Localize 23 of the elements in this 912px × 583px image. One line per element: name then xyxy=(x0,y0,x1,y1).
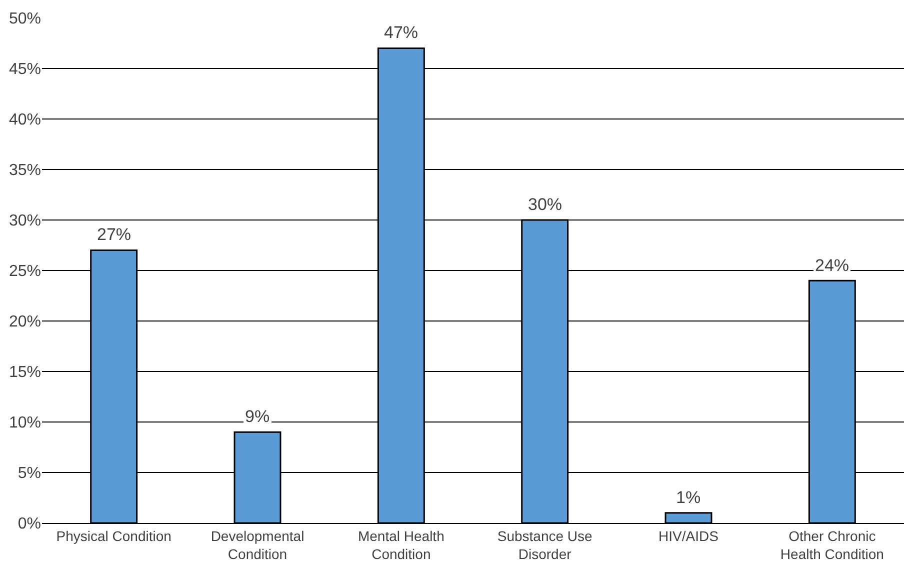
y-tick-label: 20% xyxy=(8,314,41,331)
y-tick-label: 0% xyxy=(18,516,41,533)
y-tick-label: 35% xyxy=(8,162,41,180)
x-tick-label: Substance Use Disorder xyxy=(497,528,593,562)
y-tick-label: 45% xyxy=(8,61,41,78)
y-tick-label: 40% xyxy=(8,112,41,129)
y-tick-label: 15% xyxy=(8,364,41,382)
data-label: 24% xyxy=(815,256,850,275)
data-label: 1% xyxy=(676,488,701,507)
x-tick-label: Mental Health Condition xyxy=(358,528,444,562)
x-tick-label: Other Chronic Health Condition xyxy=(780,528,884,562)
data-label: 30% xyxy=(528,195,562,214)
y-tick-label: 50% xyxy=(8,10,41,28)
data-label: 47% xyxy=(384,23,418,42)
y-tick-label: 25% xyxy=(8,263,41,280)
y-tick-label: 10% xyxy=(8,414,41,432)
y-tick-label: 5% xyxy=(18,465,41,482)
data-label: 9% xyxy=(245,407,270,426)
y-tick-label: 30% xyxy=(8,212,41,230)
data-label: 27% xyxy=(97,225,132,244)
x-tick-label: HIV/AIDS xyxy=(658,528,718,544)
x-tick-label: Developmental Condition xyxy=(210,528,304,562)
x-tick-label: Physical Condition xyxy=(56,528,172,544)
